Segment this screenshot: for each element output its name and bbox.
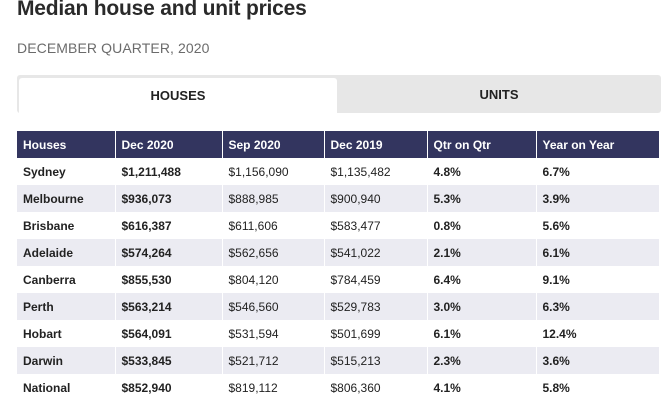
price-dec-2019-cell: $806,360 xyxy=(323,374,427,401)
column-header-city: Houses xyxy=(17,131,115,158)
year-change-cell: 6.7% xyxy=(535,158,659,185)
city-cell: Melbourne xyxy=(17,185,115,212)
price-dec-2020-cell: $533,845 xyxy=(114,347,222,374)
price-sep-2020-cell: $521,712 xyxy=(221,347,324,374)
prices-table: Houses Dec 2020 Sep 2020 Dec 2019 Qtr on… xyxy=(17,131,659,401)
price-dec-2020-cell: $852,940 xyxy=(114,374,222,401)
column-header-year-on-year: Year on Year xyxy=(535,131,659,158)
price-dec-2020-cell: $936,073 xyxy=(114,185,222,212)
price-dec-2019-cell: $583,477 xyxy=(323,212,427,239)
city-cell: National xyxy=(23,380,71,395)
column-header-sep-2020: Sep 2020 xyxy=(221,131,324,158)
qtr-change-cell: 6.1% xyxy=(426,320,536,347)
qtr-change-cell: 3.0% xyxy=(426,293,536,320)
year-change-cell: 9.1% xyxy=(535,266,659,293)
table-row: Perth $563,214 $546,560 $529,783 3.0% 6.… xyxy=(17,293,659,320)
price-dec-2019-cell: $515,213 xyxy=(323,347,427,374)
price-sep-2020-cell: $546,560 xyxy=(221,293,324,320)
price-dec-2019-cell: $529,783 xyxy=(323,293,427,320)
table-header-row: Houses Dec 2020 Sep 2020 Dec 2019 Qtr on… xyxy=(17,131,659,158)
column-header-dec-2020: Dec 2020 xyxy=(114,131,222,158)
table-row: Darwin $533,845 $521,712 $515,213 2.3% 3… xyxy=(17,347,659,374)
year-change-cell: 6.1% xyxy=(535,239,659,266)
qtr-change-cell: 2.3% xyxy=(426,347,536,374)
table-row: Hobart $564,091 $531,594 $501,699 6.1% 1… xyxy=(17,320,659,347)
city-cell: Adelaide xyxy=(17,239,115,266)
price-dec-2020-cell: $574,264 xyxy=(114,239,222,266)
price-dec-2020-cell: $1,211,488 xyxy=(114,158,222,185)
table-row: Brisbane $616,387 $611,606 $583,477 0.8%… xyxy=(17,212,659,239)
qtr-change-cell: 5.3% xyxy=(426,185,536,212)
price-dec-2019-cell: $541,022 xyxy=(323,239,427,266)
qtr-change-cell: 4.8% xyxy=(426,158,536,185)
table-row: Melbourne $936,073 $888,985 $900,940 5.3… xyxy=(17,185,659,212)
year-change-cell: 6.3% xyxy=(535,293,659,320)
tab-houses[interactable]: HOUSES xyxy=(19,78,337,113)
year-change-cell: 12.4% xyxy=(535,320,659,347)
price-dec-2019-cell: $784,459 xyxy=(323,266,427,293)
price-sep-2020-cell: $819,112 xyxy=(221,374,324,401)
price-dec-2020-cell: $855,530 xyxy=(114,266,222,293)
qtr-change-cell: 0.8% xyxy=(426,212,536,239)
year-change-cell: 3.9% xyxy=(535,185,659,212)
price-sep-2020-cell: $611,606 xyxy=(221,212,324,239)
price-sep-2020-cell: $888,985 xyxy=(221,185,324,212)
tab-bar: HOUSES UNITS xyxy=(17,75,661,113)
table-row: National $852,940 $819,112 $806,360 4.1%… xyxy=(17,374,659,401)
price-sep-2020-cell: $531,594 xyxy=(221,320,324,347)
price-dec-2019-cell: $900,940 xyxy=(323,185,427,212)
price-dec-2020-cell: $616,387 xyxy=(114,212,222,239)
column-header-dec-2019: Dec 2019 xyxy=(323,131,427,158)
table-row: Adelaide $574,264 $562,656 $541,022 2.1%… xyxy=(17,239,659,266)
price-sep-2020-cell: $562,656 xyxy=(221,239,324,266)
year-change-cell: 3.6% xyxy=(535,347,659,374)
city-cell: Sydney xyxy=(23,164,66,179)
year-change-cell: 5.8% xyxy=(535,374,659,401)
qtr-change-cell: 4.1% xyxy=(426,374,536,401)
table-row: Canberra $855,530 $804,120 $784,459 6.4%… xyxy=(17,266,659,293)
city-cell: Brisbane xyxy=(23,218,75,233)
city-cell: Perth xyxy=(17,293,115,320)
qtr-change-cell: 6.4% xyxy=(426,266,536,293)
price-dec-2020-cell: $564,091 xyxy=(114,320,222,347)
price-dec-2019-cell: $1,135,482 xyxy=(323,158,427,185)
price-dec-2020-cell: $563,214 xyxy=(114,293,222,320)
city-cell: Canberra xyxy=(23,272,76,287)
year-change-cell: 5.6% xyxy=(535,212,659,239)
price-dec-2019-cell: $501,699 xyxy=(323,320,427,347)
city-cell: Hobart xyxy=(23,326,62,341)
city-cell: Darwin xyxy=(17,347,115,374)
price-sep-2020-cell: $804,120 xyxy=(221,266,324,293)
column-header-qtr-on-qtr: Qtr on Qtr xyxy=(426,131,536,158)
table-row: Sydney $1,211,488 $1,156,090 $1,135,482 … xyxy=(17,158,659,185)
qtr-change-cell: 2.1% xyxy=(426,239,536,266)
price-sep-2020-cell: $1,156,090 xyxy=(221,158,324,185)
page-title: Median house and unit prices xyxy=(17,0,307,20)
tab-units[interactable]: UNITS xyxy=(479,86,519,102)
page-subtitle: DECEMBER QUARTER, 2020 xyxy=(17,40,210,56)
